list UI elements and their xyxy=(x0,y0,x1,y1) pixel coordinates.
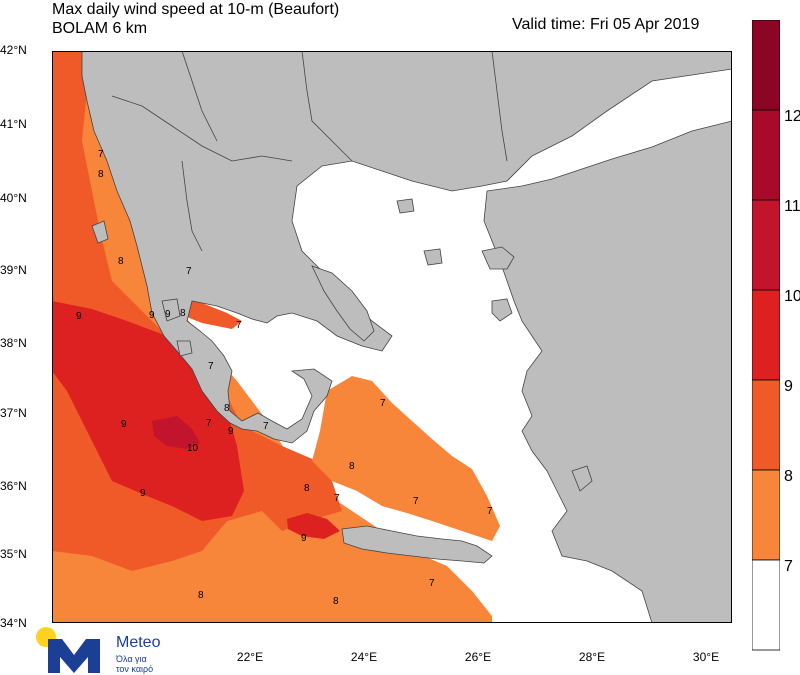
wind-area-beaufort-10-west xyxy=(152,416,200,449)
lon-label-30: 30°E xyxy=(692,650,720,664)
legend-label-7: 7 xyxy=(784,558,793,575)
meteo-logo xyxy=(36,627,100,673)
lat-label-41: 41°N xyxy=(0,117,27,131)
contour-label: 7 xyxy=(98,149,104,160)
land-lesbos xyxy=(481,246,515,270)
legend-label-10: 10 xyxy=(784,288,800,305)
lat-label-37: 37°N xyxy=(0,406,27,420)
lat-label-40: 40°N xyxy=(0,191,27,205)
contour-label: 8 xyxy=(349,461,355,472)
land-rhodes xyxy=(571,465,593,492)
contour-label: 7 xyxy=(186,266,192,277)
wind-area-beaufort-9-west xyxy=(52,301,244,521)
lat-label-39: 39°N xyxy=(0,263,27,277)
model-label: BOLAM 6 km xyxy=(52,20,148,37)
contour-label: 7 xyxy=(413,496,419,507)
contour-label: 10 xyxy=(187,443,199,454)
land-lemnos xyxy=(423,248,443,266)
contour-label: 7 xyxy=(206,418,212,429)
lat-label-34: 34°N xyxy=(0,616,27,630)
logo-tagline-1: Όλα για xyxy=(116,654,147,664)
contour-label: 8 xyxy=(198,590,204,601)
legend-swatch xyxy=(752,20,780,111)
legend-label-8: 8 xyxy=(784,468,793,485)
land-zakynthos xyxy=(176,340,193,357)
lat-label-38: 38°N xyxy=(0,336,27,350)
beaufort-legend xyxy=(752,20,780,651)
legend-swatch xyxy=(752,289,780,381)
legend-label-11: 11 xyxy=(784,198,800,215)
land-anatolia xyxy=(483,120,732,623)
meteo-m-icon xyxy=(48,639,100,673)
legend-label-12: 12 xyxy=(784,108,800,125)
valid-time: Valid time: Fri 05 Apr 2019 xyxy=(512,16,700,33)
map-frame xyxy=(52,51,732,623)
contour-label: 8 xyxy=(304,483,310,494)
logo-name: Meteo xyxy=(116,634,161,651)
lon-label-28: 28°E xyxy=(578,650,606,664)
land-chios xyxy=(491,298,513,322)
lon-label-26: 26°E xyxy=(464,650,492,664)
contour-label: 8 xyxy=(98,169,104,180)
legend-swatch xyxy=(752,559,780,651)
legend-label-9: 9 xyxy=(784,378,793,395)
lon-label-22: 22°E xyxy=(236,650,264,664)
land-euboea xyxy=(311,265,375,342)
lon-label-24: 24°E xyxy=(350,650,378,664)
map-title: Max daily wind speed at 10-m (Beaufort) xyxy=(52,1,340,18)
land-crete xyxy=(341,525,493,564)
legend-swatch xyxy=(752,469,780,561)
contour-label: 7 xyxy=(263,421,269,432)
contour-labels: 7 8 8 9 9 9 8 7 7 7 8 9 7 9 10 9 7 8 8 7… xyxy=(76,149,493,607)
country-borders xyxy=(111,51,508,252)
lat-label-42: 42°N xyxy=(0,43,27,57)
legend-swatch xyxy=(752,109,780,201)
logo-tagline-2: τον καιρό xyxy=(116,664,154,674)
lat-label-36: 36°N xyxy=(0,479,27,493)
wind-map: 7 8 8 9 9 9 8 7 7 7 8 9 7 9 10 9 7 8 8 7… xyxy=(52,51,732,623)
logo-tagline: Όλα για τον καιρό xyxy=(116,654,153,674)
contour-label: 9 xyxy=(121,419,127,430)
contour-label: 7 xyxy=(380,398,386,409)
contour-label: 9 xyxy=(76,311,82,322)
contour-label: 9 xyxy=(301,533,307,544)
contour-label: 7 xyxy=(208,361,214,372)
contour-label: 7 xyxy=(236,320,242,331)
legend-swatch xyxy=(752,199,780,291)
land-corfu xyxy=(91,220,109,244)
contour-label: 9 xyxy=(140,488,146,499)
contour-label: 8 xyxy=(333,596,339,607)
wind-area-beaufort-9-south xyxy=(287,513,340,539)
legend-swatch xyxy=(752,379,780,471)
contour-label: 9 xyxy=(165,309,171,320)
contour-label: 7 xyxy=(334,493,340,504)
contour-label: 7 xyxy=(487,506,493,517)
contour-label: 8 xyxy=(180,308,186,319)
land-kefalonia xyxy=(161,298,181,322)
land-thasos xyxy=(396,198,415,214)
contour-label: 9 xyxy=(228,426,234,437)
wind-area-beaufort-7-aegean xyxy=(312,376,500,541)
lat-label-35: 35°N xyxy=(0,547,27,561)
contour-label: 7 xyxy=(429,578,435,589)
contour-label: 8 xyxy=(118,256,124,267)
contour-label: 8 xyxy=(224,403,230,414)
contour-label: 9 xyxy=(149,310,155,321)
